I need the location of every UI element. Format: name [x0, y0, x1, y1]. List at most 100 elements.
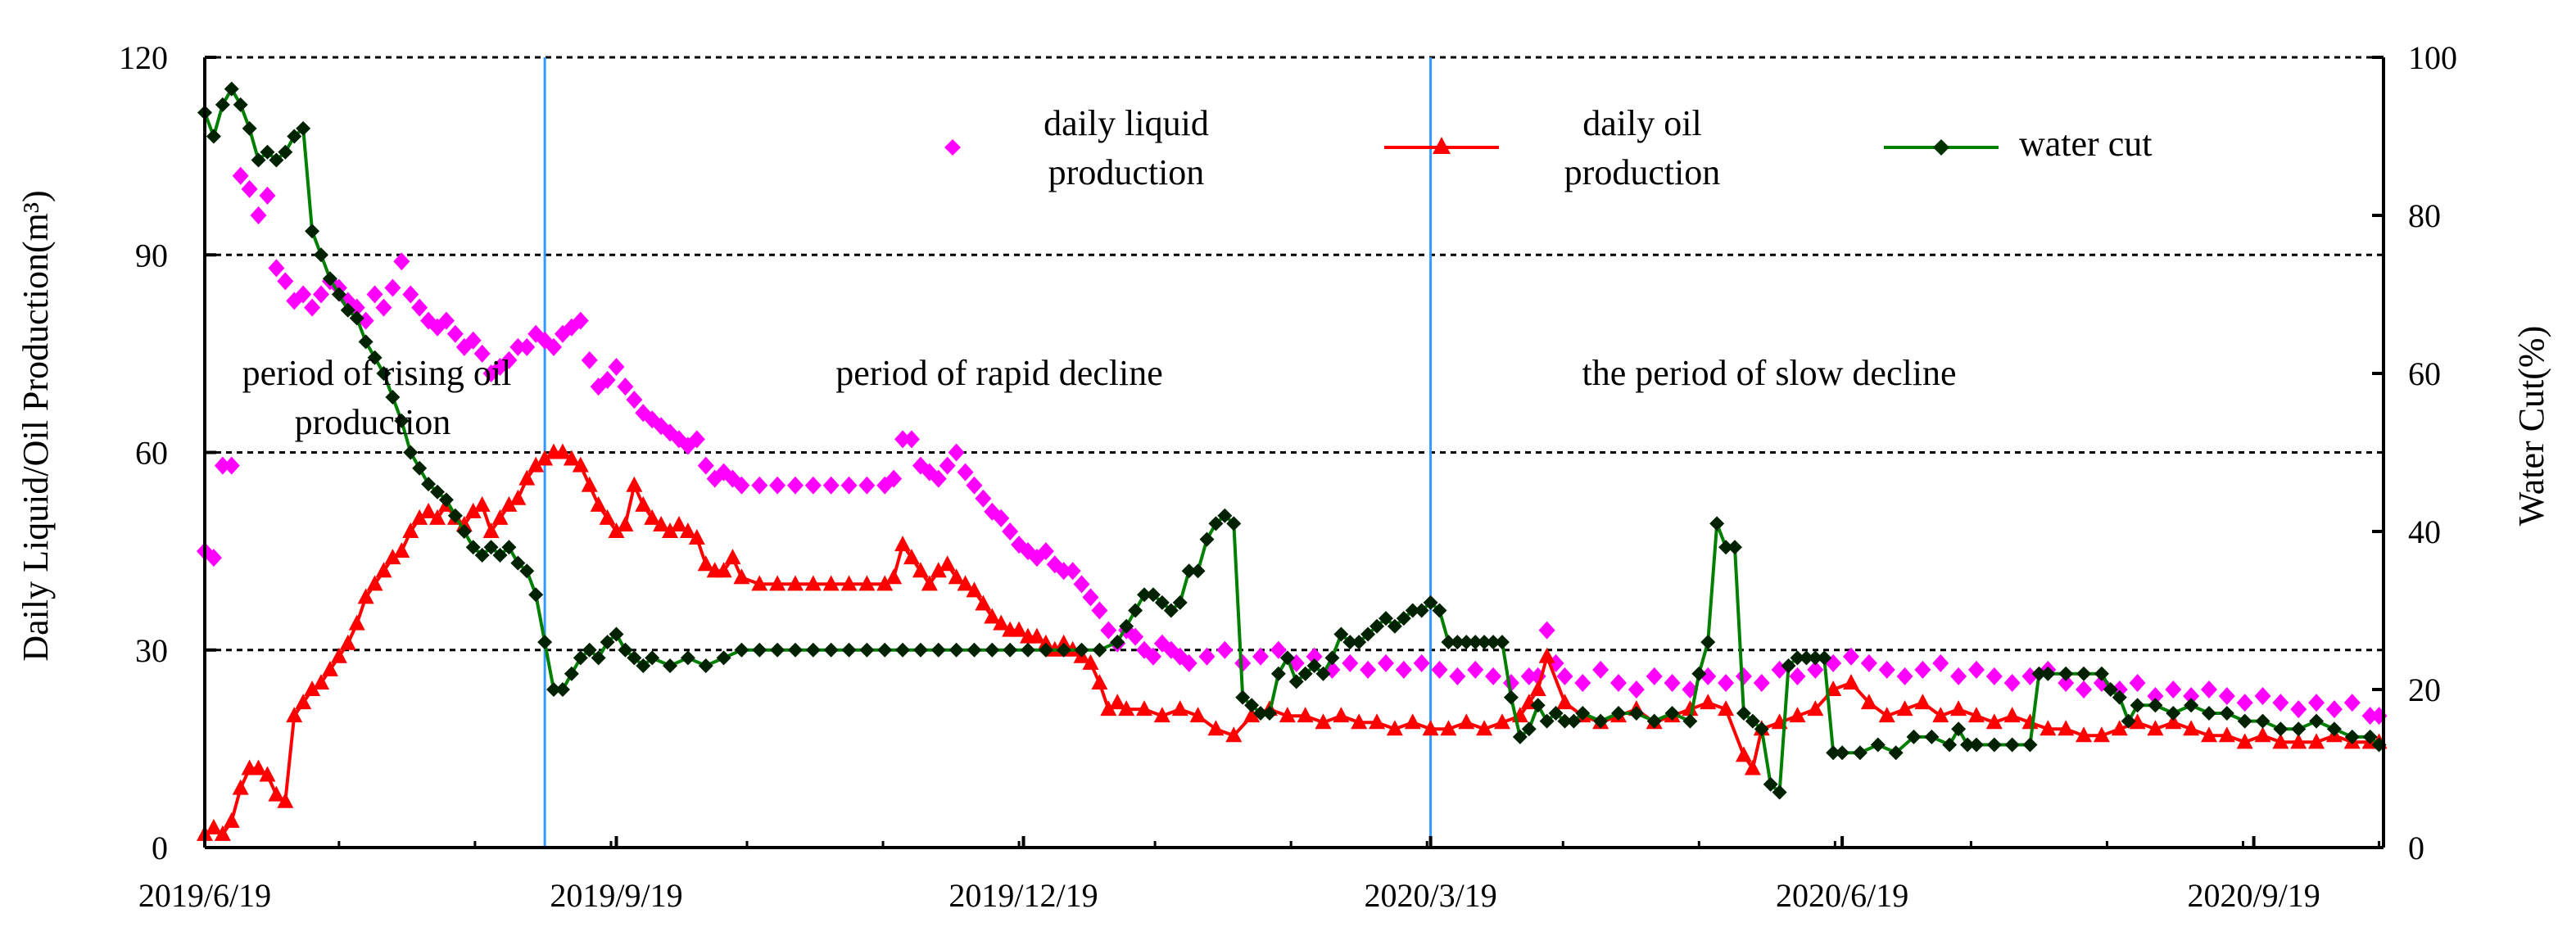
- point-daily-oil-production-1: [205, 818, 222, 834]
- point-water-cut-165: [2040, 666, 2056, 681]
- point-water-cut-85: [1190, 563, 1206, 579]
- point-water-cut-64: [895, 642, 911, 658]
- point-daily-oil-production-149: [2040, 720, 2057, 736]
- point-daily-liquid-production-64: [804, 476, 822, 495]
- point-daily-oil-production-50: [644, 509, 661, 525]
- point-water-cut-65: [912, 642, 928, 658]
- point-daily-liquid-production-138: [1789, 667, 1806, 685]
- point-daily-liquid-production-9: [277, 272, 294, 291]
- point-water-cut-132: [1646, 713, 1662, 729]
- point-daily-liquid-production-154: [2076, 681, 2093, 699]
- point-daily-oil-production-94: [1109, 694, 1126, 710]
- point-water-cut-3: [224, 81, 239, 97]
- x-tick-label-1: 2019/9/19: [550, 877, 682, 914]
- point-water-cut-160: [1968, 737, 1984, 753]
- point-daily-liquid-production-7: [259, 186, 276, 205]
- point-water-cut-7: [260, 144, 275, 160]
- point-daily-liquid-production-77: [957, 463, 974, 482]
- point-daily-oil-production-140: [1878, 707, 1895, 723]
- point-daily-liquid-production-22: [393, 252, 410, 271]
- point-daily-liquid-production-60: [733, 476, 750, 495]
- x-tick-label-0: 2019/6/19: [138, 877, 271, 914]
- point-daily-oil-production-120: [1538, 647, 1555, 663]
- point-daily-oil-production-100: [1207, 720, 1225, 736]
- point-water-cut-24: [412, 460, 428, 476]
- point-daily-oil-production-11: [295, 694, 312, 710]
- point-daily-liquid-production-134: [1718, 673, 1735, 692]
- point-daily-oil-production-7: [259, 766, 276, 782]
- point-water-cut-35: [510, 555, 526, 571]
- point-daily-liquid-production-11: [295, 285, 312, 304]
- point-daily-oil-production-136: [1807, 700, 1824, 717]
- point-water-cut-139: [1727, 540, 1743, 555]
- point-daily-liquid-production-147: [1950, 667, 1967, 685]
- point-daily-oil-production-41: [563, 450, 580, 466]
- point-daily-liquid-production-135: [1735, 667, 1752, 685]
- point-water-cut-58: [787, 642, 803, 658]
- point-daily-liquid-production-96: [1127, 627, 1144, 646]
- point-water-cut-20: [376, 366, 392, 381]
- x-tick-label-4: 2020/6/19: [1776, 877, 1908, 914]
- point-daily-liquid-production-4: [232, 166, 249, 185]
- point-water-cut-115: [1459, 635, 1474, 650]
- point-daily-liquid-production-35: [509, 337, 527, 356]
- point-daily-liquid-production-112: [1360, 660, 1377, 679]
- point-water-cut-97: [1297, 666, 1313, 681]
- point-water-cut-36: [519, 563, 535, 579]
- point-water-cut-176: [2201, 705, 2216, 721]
- point-water-cut-57: [770, 642, 785, 658]
- point-daily-oil-production-23: [402, 522, 419, 538]
- point-water-cut-46: [609, 626, 624, 642]
- point-daily-liquid-production-149: [1985, 667, 2003, 685]
- point-daily-oil-production-13: [313, 673, 330, 690]
- point-water-cut-5: [242, 120, 257, 136]
- point-daily-oil-production-146: [1985, 713, 2003, 730]
- point-daily-oil-production-62: [769, 575, 786, 591]
- point-water-cut-45: [600, 635, 615, 650]
- point-daily-oil-production-95: [1118, 700, 1135, 717]
- point-daily-oil-production-46: [608, 522, 625, 538]
- point-water-cut-16: [340, 302, 355, 318]
- point-water-cut-83: [1172, 595, 1188, 610]
- point-daily-oil-production-16: [339, 634, 356, 650]
- point-water-cut-143: [1763, 776, 1778, 792]
- series-line-water-cut: [203, 85, 2380, 796]
- point-daily-liquid-production-119: [1485, 667, 1502, 685]
- point-daily-liquid-production-123: [1538, 621, 1555, 640]
- point-water-cut-157: [1942, 737, 1958, 753]
- point-water-cut-151: [1835, 745, 1850, 761]
- point-water-cut-32: [483, 540, 499, 555]
- point-water-cut-13: [314, 247, 329, 263]
- point-daily-liquid-production-12: [304, 298, 321, 317]
- point-water-cut-167: [2076, 666, 2092, 681]
- point-daily-oil-production-157: [2183, 720, 2200, 736]
- point-daily-liquid-production-153: [2058, 673, 2075, 692]
- point-water-cut-9: [278, 144, 293, 160]
- point-daily-oil-production-110: [1386, 720, 1403, 736]
- point-daily-liquid-production-56: [697, 456, 714, 475]
- point-daily-oil-production-43: [581, 476, 598, 492]
- point-water-cut-152: [1852, 745, 1867, 761]
- series-layer: [197, 81, 2388, 841]
- point-daily-liquid-production-118: [1467, 660, 1484, 679]
- point-daily-liquid-production-71: [903, 430, 920, 449]
- point-water-cut-108: [1396, 611, 1411, 626]
- point-water-cut-21: [385, 389, 401, 405]
- point-daily-liquid-production-165: [2272, 694, 2289, 712]
- point-water-cut-104: [1360, 626, 1376, 642]
- y-axis-title: Daily Liquid/Oil Production(m³): [16, 190, 56, 661]
- y2-tick-label-100: 100: [2408, 39, 2457, 76]
- point-daily-liquid-production-159: [2165, 681, 2182, 699]
- point-water-cut-105: [1369, 618, 1385, 634]
- point-daily-oil-production-22: [393, 542, 410, 558]
- point-water-cut-62: [859, 642, 875, 658]
- point-daily-liquid-production-27: [437, 311, 455, 330]
- legend-item-oil: daily oil production: [1384, 103, 1720, 192]
- point-daily-oil-production-45: [599, 509, 616, 525]
- point-daily-liquid-production-167: [2308, 694, 2325, 712]
- point-water-cut-95: [1279, 650, 1295, 666]
- point-daily-liquid-production-8: [268, 259, 285, 278]
- point-water-cut-2: [215, 97, 230, 112]
- point-water-cut-120: [1503, 690, 1519, 705]
- point-water-cut-141: [1745, 713, 1760, 729]
